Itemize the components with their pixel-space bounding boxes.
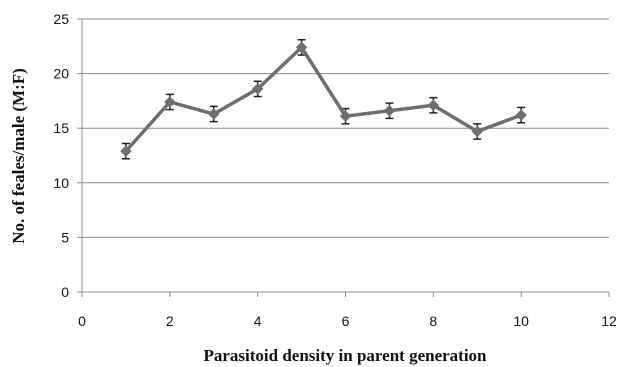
gridlines (82, 18, 609, 293)
x-tick-label: 4 (254, 313, 262, 329)
x-tick-label: 2 (166, 313, 174, 329)
y-tick-label: 20 (53, 66, 69, 82)
x-tick-label: 6 (342, 313, 350, 329)
y-tick-label: 10 (53, 175, 69, 191)
y-axis-title: No. of feales/male (M:F) (9, 68, 28, 244)
data-point-marker (208, 108, 220, 120)
data-series (120, 38, 527, 160)
y-tick-label: 0 (61, 284, 69, 300)
data-point-marker (120, 145, 132, 157)
data-point-marker (339, 110, 352, 122)
y-tick-label: 15 (53, 120, 69, 136)
axes (77, 18, 610, 297)
data-point-marker (427, 99, 440, 111)
data-point-marker (295, 41, 308, 54)
data-point-marker (383, 105, 396, 117)
x-axis-title: Parasitoid density in parent generation (203, 346, 487, 365)
data-point-marker (515, 109, 527, 121)
series-line (124, 45, 522, 153)
x-tick-label: 12 (601, 313, 617, 329)
data-point-marker (471, 125, 483, 138)
data-point-marker (164, 96, 176, 108)
data-point-marker (251, 83, 264, 95)
x-tick-label: 10 (513, 313, 529, 329)
y-tick-label: 25 (53, 11, 69, 27)
y-tick-label: 5 (61, 229, 69, 245)
x-tick-labels: 0 2 4 6 8 10 12 (78, 313, 617, 329)
x-tick-label: 8 (429, 313, 437, 329)
y-tick-labels: 0 5 10 15 20 25 (53, 11, 69, 300)
x-tick-label: 0 (78, 313, 86, 329)
